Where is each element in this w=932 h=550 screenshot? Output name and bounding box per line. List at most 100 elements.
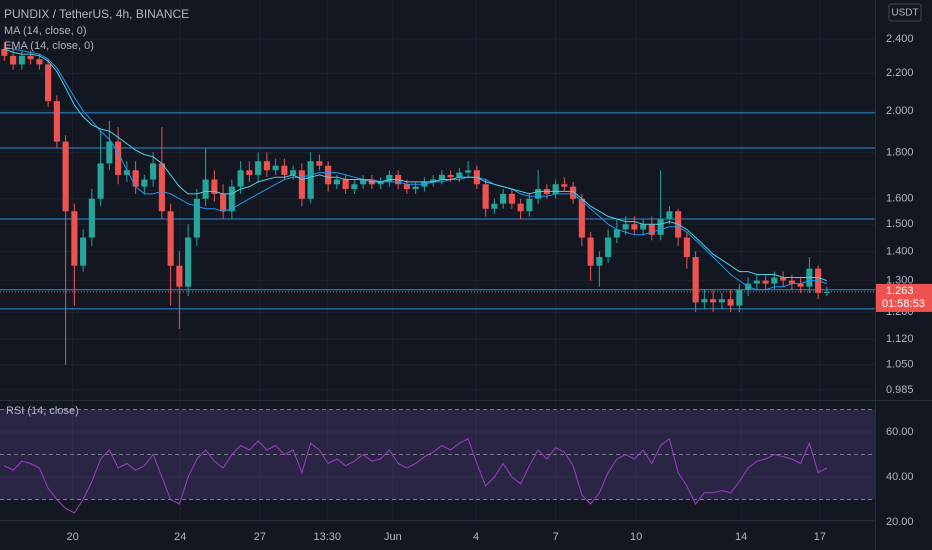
candle-body — [596, 257, 603, 266]
candle-body — [613, 229, 620, 238]
candle-body — [386, 174, 393, 182]
candle-body — [526, 198, 533, 212]
y-tick-label: 1.800 — [886, 146, 914, 158]
x-tick-label: 17 — [814, 531, 826, 543]
candle-body — [412, 186, 419, 190]
candle-body — [45, 64, 52, 102]
ema-legend: EMA (14, close, 0) — [4, 40, 94, 52]
candle-body — [683, 237, 690, 258]
candle-body — [193, 198, 200, 238]
candle-body — [10, 55, 17, 65]
levels — [0, 112, 875, 310]
y-tick-label: 1.050 — [886, 359, 914, 371]
candle-body — [710, 299, 717, 303]
candle-body — [456, 172, 463, 178]
candle-body — [438, 174, 445, 180]
candle-body — [228, 186, 235, 212]
rsi-tick-label: 20.00 — [886, 516, 914, 528]
y-tick-label: 2.000 — [886, 105, 914, 117]
countdown-label: 01:58:53 — [882, 298, 925, 310]
candle-body — [115, 141, 122, 175]
candle-body — [823, 291, 830, 293]
candle-body — [307, 161, 314, 199]
candle-body — [482, 184, 489, 209]
candle-body — [780, 277, 787, 281]
candle-body — [202, 179, 209, 199]
rsi-tick-label: 60.00 — [886, 426, 914, 438]
grid — [0, 0, 875, 523]
candle-body — [377, 181, 384, 185]
candle-body — [211, 179, 218, 194]
x-tick-label: Jun — [384, 531, 402, 543]
x-tick-label: 10 — [630, 531, 642, 543]
candle-body — [535, 189, 542, 199]
candle-body — [106, 141, 113, 164]
candle-body — [465, 170, 472, 173]
candle-body — [316, 161, 323, 166]
x-tick-label: 13:30 — [313, 531, 341, 543]
candle-body — [666, 211, 673, 219]
candle-body — [561, 184, 568, 187]
candle-body — [281, 165, 288, 175]
candle-body — [80, 237, 87, 266]
candle-body — [18, 55, 25, 65]
currency-label[interactable]: USDT — [891, 8, 918, 19]
y-tick-label: 1.300 — [886, 274, 914, 286]
candle-body — [517, 203, 524, 212]
indicator-lines — [4, 46, 828, 291]
last-price-label: 1.263 — [886, 285, 914, 297]
candles — [1, 42, 830, 365]
rsi-line — [4, 437, 828, 514]
y-tick-label: 1.500 — [886, 218, 914, 230]
candle-body — [491, 203, 498, 209]
rsi-tick-label: 40.00 — [886, 471, 914, 483]
candle-body — [508, 193, 515, 204]
y-tick-label: 0.985 — [886, 384, 914, 396]
candle-body — [771, 277, 778, 284]
candle-body — [298, 170, 305, 199]
candle-body — [220, 193, 227, 212]
candle-body — [325, 165, 332, 185]
candle-body — [447, 174, 454, 178]
rsi-legend: RSI (14, close) — [6, 405, 79, 417]
candle-body — [797, 283, 804, 287]
candle-body — [342, 179, 349, 190]
candle-body — [290, 170, 297, 175]
candle-body — [587, 237, 594, 266]
candle-body — [500, 193, 507, 204]
candle-body — [552, 184, 559, 194]
candle-body — [640, 224, 647, 230]
candle-body — [727, 299, 734, 306]
x-tick-label: 27 — [254, 531, 266, 543]
x-tick-label: 4 — [473, 531, 479, 543]
currency-box[interactable] — [888, 3, 922, 22]
x-tick-label: 24 — [174, 531, 186, 543]
candle-body — [53, 101, 60, 142]
candle-body — [255, 161, 262, 175]
candle-body — [150, 163, 157, 180]
candle-body — [1, 49, 8, 56]
candle-body — [648, 224, 655, 235]
rsi-pane — [0, 408, 875, 514]
candle-body — [88, 198, 95, 238]
candle-body — [692, 257, 699, 303]
ma-legend: MA (14, close, 0) — [4, 25, 87, 37]
candle-body — [578, 198, 585, 238]
candle-body — [622, 224, 629, 230]
candle-body — [360, 179, 367, 185]
candle-body — [736, 289, 743, 306]
y-tick-label: 2.200 — [886, 67, 914, 79]
candle-body — [718, 299, 725, 303]
candle-body — [272, 165, 279, 171]
last-price-box — [876, 283, 932, 312]
candle-body — [27, 55, 34, 60]
candle-body — [788, 280, 795, 284]
x-tick-label: 20 — [67, 531, 79, 543]
chart-title: PUNDIX / TetherUS, 4h, BINANCE — [4, 7, 189, 21]
y-tick-label: 1.120 — [886, 333, 914, 345]
indicator-line — [4, 46, 828, 291]
candle-body — [403, 184, 410, 190]
candle-body — [753, 280, 760, 284]
